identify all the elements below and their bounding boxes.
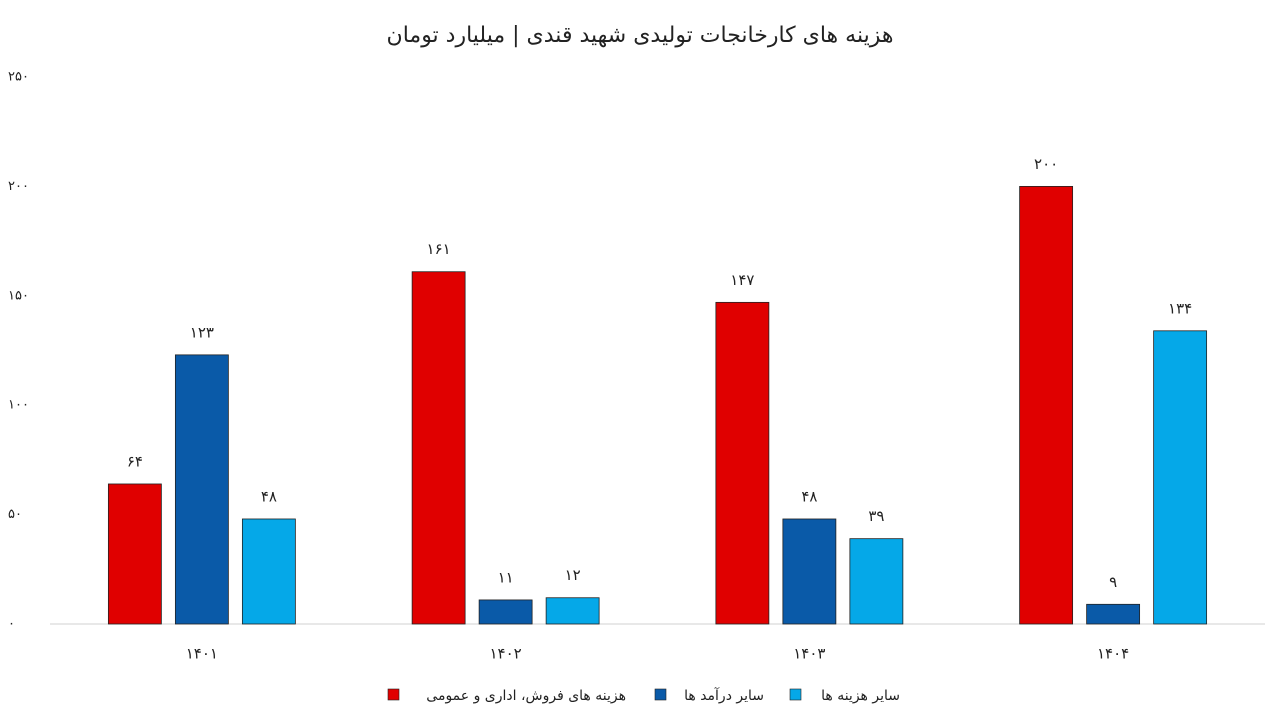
bar	[174, 354, 229, 625]
x-tick-label: ۱۴۰۱	[186, 645, 218, 663]
value-label: ۴۸	[801, 487, 817, 505]
bar	[1019, 185, 1074, 625]
legend-swatch	[654, 688, 667, 701]
bar	[411, 271, 466, 625]
bar	[107, 483, 162, 625]
value-label: ۱۳۴	[1168, 299, 1192, 317]
bar	[1153, 330, 1208, 625]
y-tick-label: ۱۵۰	[8, 288, 29, 303]
legend-label: هزینه های فروش، اداری و عمومی	[426, 688, 626, 704]
y-tick-label: ۲۵۰	[8, 70, 29, 85]
bar	[545, 597, 600, 625]
legend-swatch	[789, 688, 802, 701]
y-tick-label: ۲۰۰	[8, 179, 29, 194]
bar	[715, 301, 770, 625]
bar	[1086, 603, 1141, 625]
y-tick-label: ۱۰۰	[8, 398, 29, 413]
x-tick-label: ۱۴۰۴	[1097, 645, 1129, 663]
x-tick-label: ۱۴۰۳	[793, 645, 825, 663]
legend-label: سایر هزینه ها	[821, 688, 900, 704]
value-label: ۱۲۳	[190, 323, 214, 341]
chart-title: هزینه های کارخانجات تولیدی شهید قندی | م…	[387, 23, 894, 48]
value-label: ۱۴۷	[730, 271, 754, 289]
bar	[241, 518, 296, 625]
bar	[782, 518, 837, 625]
legend-swatch	[387, 688, 400, 701]
y-tick-label: ۵۰	[8, 507, 22, 522]
legend-label: سایر درآمد ها	[684, 687, 764, 704]
value-label: ۱۶۱	[427, 240, 451, 258]
y-tick-label: ۰	[8, 617, 15, 632]
value-label: ۴۸	[261, 487, 277, 505]
value-label: ۳۹	[868, 507, 884, 525]
x-tick-label: ۱۴۰۲	[490, 645, 522, 663]
bar	[478, 599, 533, 625]
value-label: ۶۴	[127, 452, 143, 470]
bar	[849, 538, 904, 625]
value-label: ۹	[1109, 573, 1117, 591]
value-label: ۲۰۰	[1034, 155, 1058, 173]
value-label: ۱۱	[498, 568, 514, 586]
value-label: ۱۲	[565, 566, 581, 584]
